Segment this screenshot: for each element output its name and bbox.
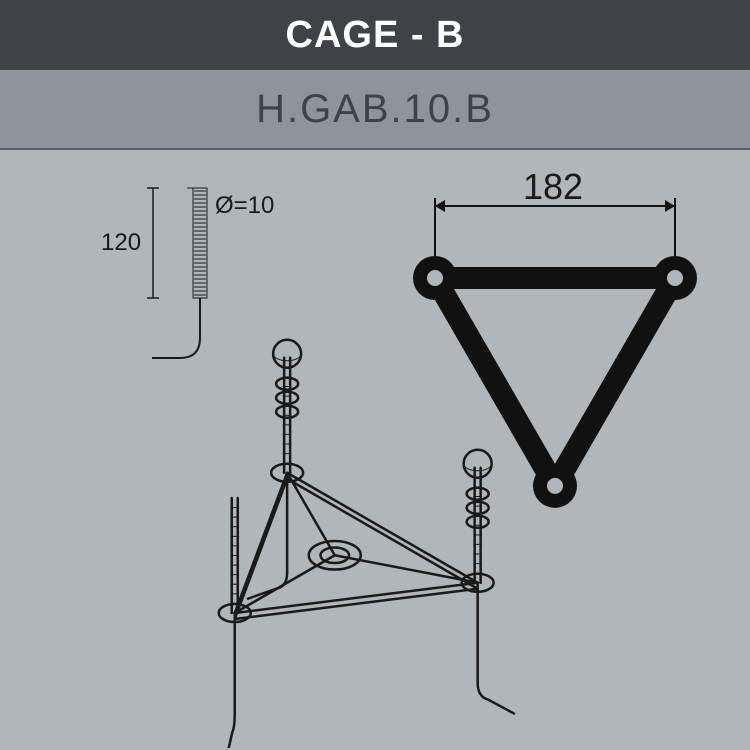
product-title: CAGE - B <box>286 14 465 57</box>
diagram-area: 120 Ø=10 182 <box>0 148 750 748</box>
code-bar: H.GAB.10.B <box>0 70 750 148</box>
title-bar: CAGE - B <box>0 0 750 70</box>
assembly-isometric-view <box>140 328 520 748</box>
bolt-diameter-label: Ø=10 <box>215 192 274 220</box>
product-code: H.GAB.10.B <box>256 87 494 132</box>
bolt-height-label: 120 <box>101 229 141 257</box>
triangle-width-label: 182 <box>523 166 583 208</box>
